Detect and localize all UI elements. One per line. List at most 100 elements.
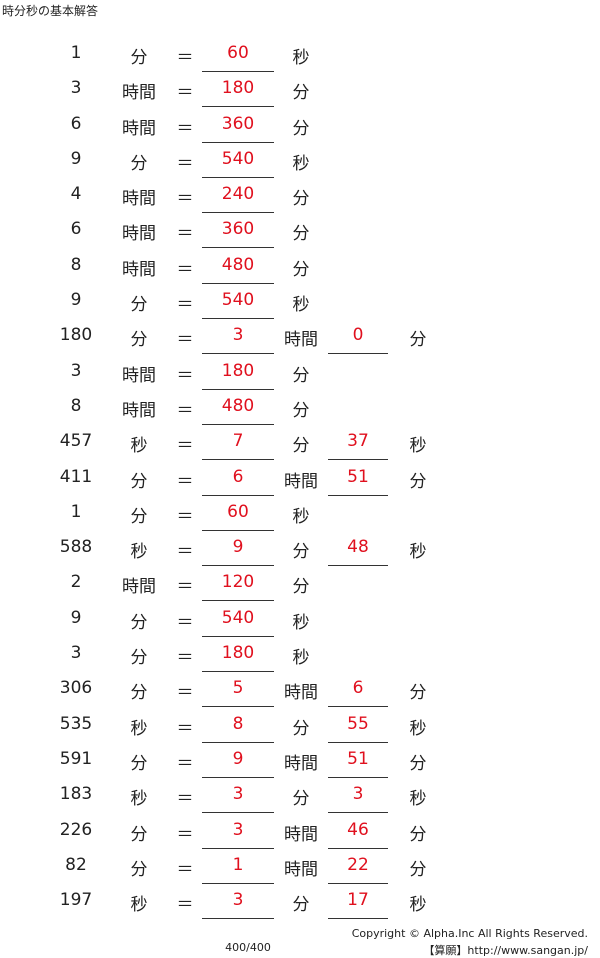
answer-row: 591 分 ＝ 9 時間 51 分 [0,743,600,778]
answer-row: 457 秒 ＝ 7 分 37 秒 [0,425,600,461]
answer-row: 3 時間 ＝ 180 分 [0,72,600,108]
answer-primary: 60 [227,501,249,522]
site-url-text: 【算願】http://www.sangan.jp/ [423,944,588,957]
result-unit-secondary: 分 [409,683,427,704]
result-unit-primary: 秒 [292,506,310,527]
equals-sign: ＝ [176,577,194,598]
answer-primary: 1 [232,854,244,875]
answer-primary: 9 [232,537,244,558]
answer-underline [202,847,274,849]
answer-row: 9 分 ＝ 540 秒 [0,602,600,637]
answer-primary: 180 [221,78,255,99]
answer-underline [202,529,274,531]
answer-secondary: 0 [352,325,364,346]
answer-underline [202,318,274,320]
equals-sign: ＝ [176,824,194,845]
source-unit: 秒 [130,436,148,457]
quantity-value: 9 [70,148,82,169]
answer-primary: 3 [232,819,244,840]
result-unit-primary: 分 [292,400,310,421]
answer-row: 4 時間 ＝ 240 分 [0,178,600,214]
result-unit-primary: 時間 [284,683,318,704]
quantity-value: 3 [70,643,82,664]
quantity-value: 8 [70,395,82,416]
answer-primary: 6 [232,466,244,487]
answer-primary: 540 [221,607,255,628]
source-unit: 秒 [130,718,148,739]
answer-row: 1 分 ＝ 60 秒 [0,496,600,531]
equals-sign: ＝ [176,789,194,810]
answer-primary: 9 [232,748,244,769]
answer-secondary: 46 [347,819,369,840]
answer-row: 588 秒 ＝ 9 分 48 秒 [0,531,600,567]
quantity-value: 8 [70,254,82,275]
answer-underline [202,812,274,814]
equals-sign: ＝ [176,859,194,880]
quantity-value: 180 [59,325,93,346]
source-unit: 時間 [122,365,156,386]
answer-table: 1 分＝ 60 秒 3 時間＝ 180 分 6 時間＝ 360 分 9 分＝ 540 秒 4 時間＝ 240 分 6 時間… [0,37,600,920]
equals-sign: ＝ [176,189,194,210]
equals-sign: ＝ [176,295,194,316]
answer-secondary: 48 [347,537,369,558]
quantity-value: 306 [59,678,93,699]
equals-sign: ＝ [176,542,194,563]
equals-sign: ＝ [176,436,194,457]
source-unit: 秒 [130,895,148,916]
equals-sign: ＝ [176,365,194,386]
result-unit-secondary: 秒 [409,895,427,916]
result-unit-primary: 分 [292,118,310,139]
result-unit-primary: 時間 [284,330,318,351]
quantity-value: 9 [70,607,82,628]
answer-underline [202,565,274,567]
source-unit: 分 [130,648,148,669]
answer-primary: 3 [232,890,244,911]
answer-primary: 360 [221,113,255,134]
answer-underline [202,671,274,673]
answer-row: 306 分 ＝ 5 時間 6 分 [0,672,600,708]
quantity-value: 1 [70,501,82,522]
quantity-value: 535 [59,713,93,734]
answer-row: 9 分 ＝ 540 秒 [0,284,600,320]
result-unit-primary: 分 [292,436,310,457]
result-unit-primary: 分 [292,577,310,598]
source-unit: 時間 [122,83,156,104]
answer-underline [202,282,274,284]
copyright-text: Copyright © Alpha.Inc All Rights Reserve… [351,927,588,940]
source-unit: 分 [130,295,148,316]
quantity-value: 3 [70,78,82,99]
equals-sign: ＝ [176,48,194,68]
equals-sign: ＝ [176,506,194,527]
equals-sign: ＝ [176,400,194,421]
result-unit-primary: 分 [292,224,310,245]
answer-row: 197 秒 ＝ 3 分 17 秒 [0,884,600,920]
page-title: 時分秒の基本解答 [2,4,99,18]
answer-row: 180 分 ＝ 3 時間 0 分 [0,319,600,355]
answer-primary: 3 [232,325,244,346]
answer-primary: 180 [221,360,255,381]
quantity-value: 197 [59,890,93,911]
answer-primary: 240 [221,184,255,205]
answer-secondary: 37 [347,431,369,452]
answer-row: 535 秒 ＝ 8 分 55 秒 [0,708,600,743]
answer-primary: 120 [221,572,255,593]
answer-secondary: 22 [347,854,369,875]
answer-underline [202,176,274,178]
result-unit-secondary: 秒 [409,436,427,457]
answer-underline-secondary [328,776,388,778]
source-unit: 時間 [122,400,156,421]
result-unit-primary: 分 [292,83,310,104]
answer-underline [202,423,274,425]
result-unit-secondary: 秒 [409,542,427,563]
answer-underline-secondary [328,459,388,461]
quantity-value: 183 [59,784,93,805]
answer-primary: 180 [221,643,255,664]
equals-sign: ＝ [176,259,194,280]
answer-row: 6 時間 ＝ 360 分 [0,108,600,143]
answer-row: 183 秒 ＝ 3 分 3 秒 [0,778,600,814]
source-unit: 分 [130,153,148,174]
result-unit-secondary: 分 [409,859,427,880]
quantity-value: 457 [59,431,93,452]
answer-underline [202,106,274,108]
source-unit: 時間 [122,189,156,210]
